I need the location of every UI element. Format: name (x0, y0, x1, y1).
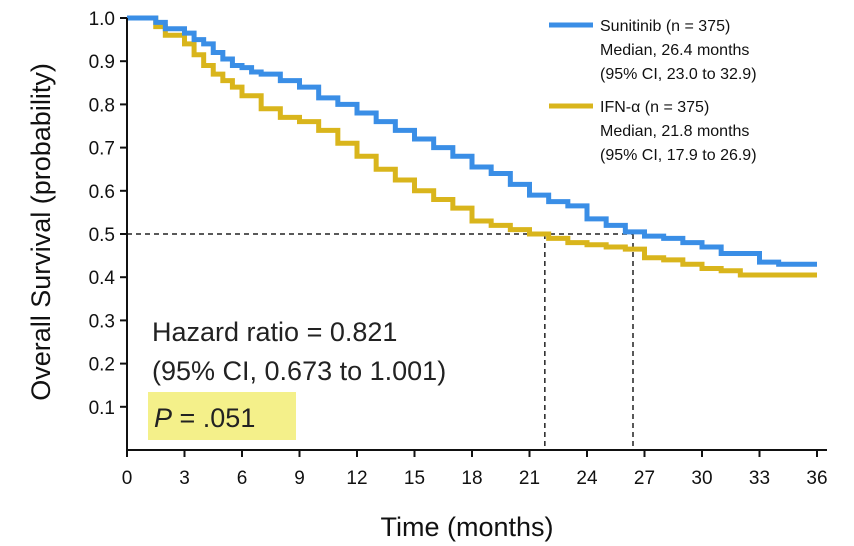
x-tick-label: 36 (806, 468, 827, 489)
legend-ifn-line3: (95% CI, 17.9 to 26.9) (600, 147, 757, 164)
x-tick-label: 33 (749, 468, 770, 489)
p-value-highlight (148, 392, 296, 440)
legend: Sunitinib (n = 375) Median, 26.4 months … (549, 18, 757, 164)
y-tick-label: 0.5 (89, 225, 115, 246)
x-tick-label: 9 (294, 468, 305, 489)
x-tick-label: 27 (634, 468, 655, 489)
hazard-ci-text: (95% CI, 0.673 to 1.001) (152, 356, 446, 386)
x-tick-label: 0 (122, 468, 133, 489)
hazard-annotation: Hazard ratio = 0.821 (95% CI, 0.673 to 1… (148, 317, 446, 440)
y-tick-label: 0.8 (89, 95, 115, 116)
y-tick-label: 0.7 (89, 139, 115, 160)
x-tick-label: 18 (461, 468, 482, 489)
y-tick-label: 0.4 (89, 268, 116, 289)
y-axis-title: Overall Survival (probability) (26, 63, 56, 401)
x-tick-label: 6 (237, 468, 248, 489)
y-ticks: 0.1 0.2 0.3 0.4 0.5 0.6 0.7 0.8 0.9 1.0 (89, 9, 127, 419)
legend-sunitinib-line3: (95% CI, 23.0 to 32.9) (600, 66, 757, 83)
p-value-text: P = .051 (154, 403, 255, 433)
y-tick-label: 0.2 (89, 355, 115, 376)
sunitinib-curve (127, 15, 817, 267)
legend-sunitinib-line1: Sunitinib (n = 375) (600, 18, 730, 35)
x-tick-label: 24 (576, 468, 598, 489)
y-tick-label: 0.9 (89, 52, 115, 73)
p-symbol: P (154, 403, 172, 433)
x-tick-label: 3 (179, 468, 190, 489)
y-tick-label: 0.6 (89, 182, 115, 203)
x-ticks: 0 3 6 9 12 15 18 21 24 27 30 33 36 (122, 450, 828, 489)
ifn-curve (127, 15, 817, 278)
p-value: = .051 (172, 403, 255, 433)
y-tick-label: 1.0 (89, 9, 115, 30)
reference-lines (127, 233, 634, 450)
y-tick-label: 0.1 (89, 398, 115, 419)
hazard-ratio-text: Hazard ratio = 0.821 (152, 317, 397, 347)
x-tick-label: 12 (346, 468, 367, 489)
x-tick-label: 21 (519, 468, 540, 489)
y-tick-label: 0.3 (89, 311, 115, 332)
x-axis-title: Time (months) (380, 512, 553, 542)
legend-ifn-line1: IFN-α (n = 375) (600, 99, 709, 116)
x-tick-label: 30 (691, 468, 712, 489)
legend-ifn-line2: Median, 21.8 months (600, 123, 749, 140)
survival-curves (127, 15, 817, 278)
x-tick-label: 15 (404, 468, 425, 489)
legend-sunitinib-line2: Median, 26.4 months (600, 42, 749, 59)
